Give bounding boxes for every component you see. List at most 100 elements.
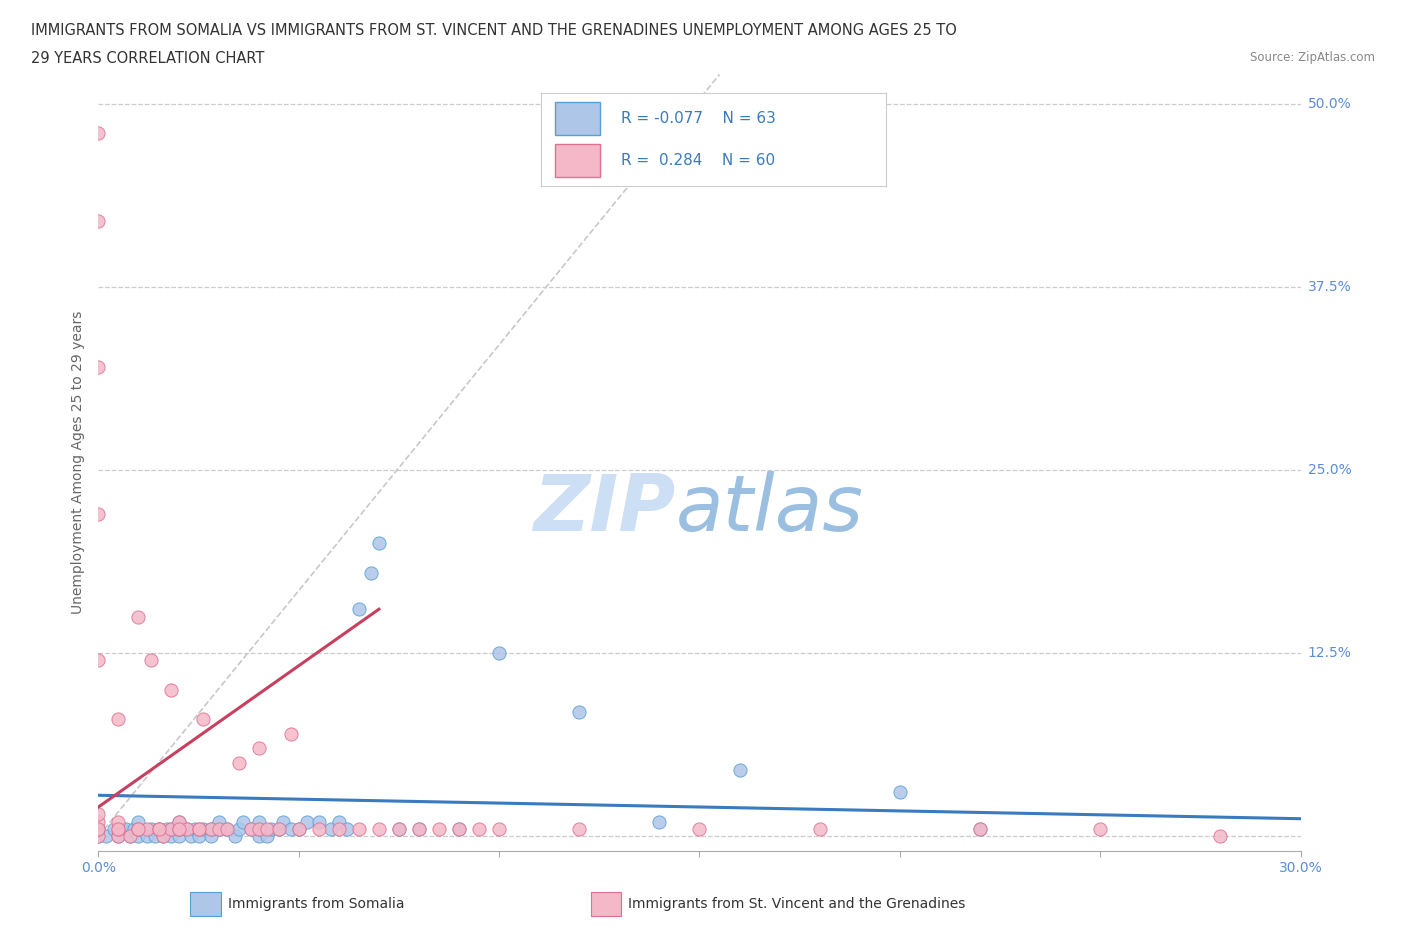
Point xyxy=(139,653,162,668)
Point xyxy=(256,821,278,836)
Point xyxy=(103,821,125,836)
Point xyxy=(167,821,190,836)
Point xyxy=(969,821,991,836)
Point xyxy=(187,821,209,836)
Point xyxy=(368,536,391,551)
Point xyxy=(319,821,342,836)
Point xyxy=(87,821,110,836)
Text: Immigrants from Somalia: Immigrants from Somalia xyxy=(228,897,405,911)
Point xyxy=(176,821,198,836)
Point xyxy=(488,821,510,836)
Point xyxy=(128,829,150,844)
Y-axis label: Unemployment Among Ages 25 to 29 years: Unemployment Among Ages 25 to 29 years xyxy=(72,311,86,615)
Point xyxy=(128,821,150,836)
Point xyxy=(107,829,129,844)
Point xyxy=(87,807,110,822)
Point xyxy=(135,829,157,844)
Point xyxy=(167,829,190,844)
Text: 50.0%: 50.0% xyxy=(1308,97,1351,111)
Point xyxy=(247,821,270,836)
Point xyxy=(120,829,142,844)
Point xyxy=(224,829,246,844)
Point xyxy=(87,507,110,522)
Point xyxy=(308,821,330,836)
Point xyxy=(148,821,170,836)
Point xyxy=(388,821,411,836)
Text: 29 YEARS CORRELATION CHART: 29 YEARS CORRELATION CHART xyxy=(31,51,264,66)
Point xyxy=(148,821,170,836)
Point xyxy=(247,814,270,829)
Text: R = -0.077    N = 63: R = -0.077 N = 63 xyxy=(620,111,776,126)
Point xyxy=(87,214,110,229)
Point xyxy=(115,821,138,836)
Point xyxy=(447,821,470,836)
Point xyxy=(124,821,146,836)
Point xyxy=(87,829,110,844)
Point xyxy=(200,821,222,836)
Point xyxy=(368,821,391,836)
Point xyxy=(1088,821,1111,836)
Point xyxy=(308,814,330,829)
Point xyxy=(688,821,710,836)
Point xyxy=(260,821,283,836)
Point xyxy=(107,821,129,836)
Point xyxy=(187,821,209,836)
Point xyxy=(183,821,205,836)
Text: 25.0%: 25.0% xyxy=(1308,463,1351,477)
Point xyxy=(191,711,214,726)
Point xyxy=(228,755,250,770)
Point xyxy=(208,821,231,836)
Point xyxy=(247,829,270,844)
Point xyxy=(107,814,129,829)
Point xyxy=(328,821,350,836)
Point xyxy=(128,609,150,624)
Point xyxy=(247,821,270,836)
Text: R =  0.284    N = 60: R = 0.284 N = 60 xyxy=(620,153,775,168)
Point xyxy=(267,821,290,836)
Point xyxy=(176,821,198,836)
Point xyxy=(152,829,174,844)
Text: 37.5%: 37.5% xyxy=(1308,280,1351,294)
Point xyxy=(87,821,110,836)
Point xyxy=(128,821,150,836)
Point xyxy=(247,741,270,756)
Point xyxy=(648,814,671,829)
Point xyxy=(288,821,311,836)
Point xyxy=(135,821,157,836)
Point xyxy=(808,821,831,836)
Point xyxy=(87,360,110,375)
Point xyxy=(295,814,318,829)
Text: 12.5%: 12.5% xyxy=(1308,646,1351,660)
Point xyxy=(408,821,430,836)
Point xyxy=(180,829,202,844)
Point xyxy=(139,821,162,836)
Bar xyxy=(555,144,600,177)
Point xyxy=(111,821,134,836)
Point xyxy=(152,829,174,844)
Point xyxy=(360,565,382,580)
Point xyxy=(200,829,222,844)
Point xyxy=(167,821,190,836)
Point xyxy=(87,821,110,836)
Point xyxy=(187,829,209,844)
Text: IMMIGRANTS FROM SOMALIA VS IMMIGRANTS FROM ST. VINCENT AND THE GRENADINES UNEMPL: IMMIGRANTS FROM SOMALIA VS IMMIGRANTS FR… xyxy=(31,23,957,38)
Point xyxy=(728,763,751,777)
Point xyxy=(87,814,110,829)
Point xyxy=(408,821,430,836)
Point xyxy=(288,821,311,836)
Point xyxy=(208,814,231,829)
Point xyxy=(159,683,181,698)
Point xyxy=(128,821,150,836)
Point xyxy=(239,821,262,836)
Point xyxy=(107,829,129,844)
Point xyxy=(388,821,411,836)
Point xyxy=(336,821,359,836)
Point xyxy=(568,704,591,719)
Text: Source: ZipAtlas.com: Source: ZipAtlas.com xyxy=(1250,51,1375,64)
Point xyxy=(239,821,262,836)
Point xyxy=(159,829,181,844)
Point xyxy=(347,821,370,836)
Point xyxy=(447,821,470,836)
Point xyxy=(159,821,181,836)
Point xyxy=(215,821,238,836)
